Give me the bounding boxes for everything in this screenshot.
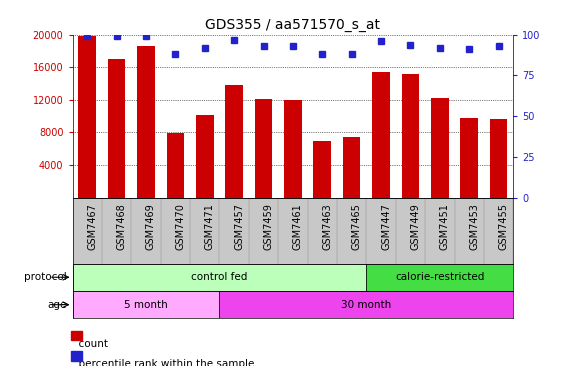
Bar bbox=[372, 72, 390, 198]
Text: GSM7461: GSM7461 bbox=[293, 203, 303, 250]
Text: GSM7465: GSM7465 bbox=[351, 203, 362, 250]
Text: GSM7467: GSM7467 bbox=[87, 203, 97, 250]
Bar bbox=[367, 264, 513, 291]
Bar bbox=[461, 118, 478, 198]
Text: protocol: protocol bbox=[24, 272, 67, 282]
Text: 5 month: 5 month bbox=[124, 300, 168, 310]
Bar bbox=[225, 85, 243, 198]
Text: calorie-restricted: calorie-restricted bbox=[395, 272, 484, 282]
Text: percentile rank within the sample: percentile rank within the sample bbox=[72, 359, 255, 366]
Text: count: count bbox=[72, 339, 108, 348]
Text: GSM7447: GSM7447 bbox=[381, 203, 391, 250]
Bar bbox=[401, 74, 419, 198]
Bar bbox=[166, 133, 184, 198]
Text: age: age bbox=[48, 300, 67, 310]
Bar bbox=[431, 98, 449, 198]
Bar bbox=[78, 36, 96, 198]
Text: GSM7470: GSM7470 bbox=[175, 203, 186, 250]
Bar bbox=[72, 264, 367, 291]
Text: GSM7459: GSM7459 bbox=[263, 203, 274, 250]
Text: GSM7469: GSM7469 bbox=[146, 203, 156, 250]
Bar bbox=[219, 291, 513, 318]
Bar bbox=[255, 99, 273, 198]
Bar bbox=[196, 115, 213, 198]
Bar bbox=[137, 46, 155, 198]
Text: 30 month: 30 month bbox=[341, 300, 392, 310]
Text: GSM7455: GSM7455 bbox=[499, 203, 509, 250]
Bar bbox=[490, 119, 508, 198]
Bar bbox=[343, 137, 361, 198]
Text: GSM7457: GSM7457 bbox=[234, 203, 244, 250]
Bar bbox=[284, 100, 302, 198]
Text: GSM7463: GSM7463 bbox=[322, 203, 332, 250]
Text: GSM7449: GSM7449 bbox=[411, 203, 420, 250]
Text: GSM7453: GSM7453 bbox=[469, 203, 479, 250]
Text: GSM7451: GSM7451 bbox=[440, 203, 450, 250]
Text: control fed: control fed bbox=[191, 272, 248, 282]
Text: GSM7471: GSM7471 bbox=[205, 203, 215, 250]
Text: GSM7468: GSM7468 bbox=[117, 203, 126, 250]
Bar bbox=[72, 291, 219, 318]
Bar bbox=[313, 141, 331, 198]
Bar bbox=[108, 59, 125, 198]
Title: GDS355 / aa571570_s_at: GDS355 / aa571570_s_at bbox=[205, 18, 380, 32]
